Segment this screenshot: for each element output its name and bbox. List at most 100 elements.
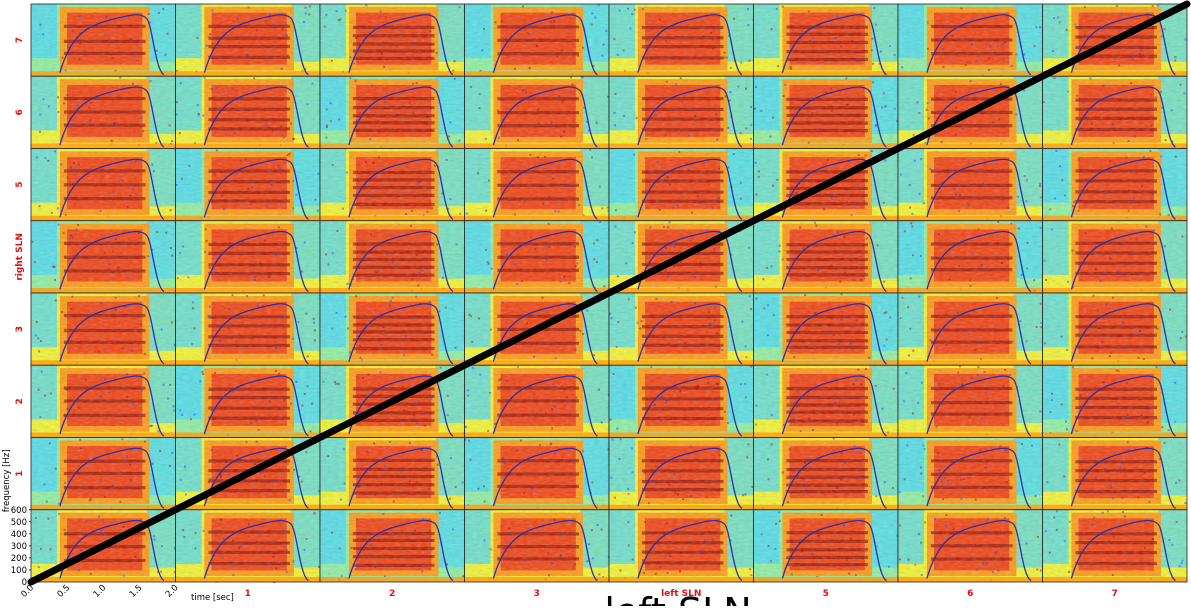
f0-contour-line xyxy=(59,303,165,365)
spectrogram-cell xyxy=(608,509,754,583)
spectrogram-cell xyxy=(753,75,899,150)
y-tick-label: 0 xyxy=(22,578,27,588)
f0-contour-line xyxy=(59,519,165,582)
spectrogram-cell xyxy=(464,364,610,438)
f0-contour-line xyxy=(492,447,598,509)
spectrogram-cell xyxy=(464,148,611,222)
f0-contour-line xyxy=(492,303,598,365)
spectrogram-cell xyxy=(753,364,899,440)
spectrogram-cell xyxy=(319,148,465,222)
column-label: 5 xyxy=(823,589,829,599)
column-label: 3 xyxy=(534,589,540,599)
spectrogram-cell xyxy=(753,3,899,77)
spectrogram-cell xyxy=(464,75,610,149)
f0-contour-line xyxy=(203,375,309,437)
spectrogram-cell xyxy=(1042,220,1188,294)
x-tick-label: 1.0 xyxy=(92,583,109,600)
f0-contour-line xyxy=(926,519,1032,582)
row-label: 2 xyxy=(15,398,25,404)
spectrogram-cell xyxy=(608,437,754,511)
f0-contour-line xyxy=(1070,447,1176,509)
f0-contour-line xyxy=(926,230,1032,293)
spectrogram-cell xyxy=(1042,75,1188,150)
spectrogram-cell xyxy=(319,437,467,512)
f0-contour-line xyxy=(781,303,887,365)
f0-contour-line xyxy=(926,14,1032,76)
y-tick-label: 400 xyxy=(11,530,27,540)
f0-contour-line xyxy=(492,86,598,148)
spectrogram-cell xyxy=(319,75,465,149)
spectrogram-cell xyxy=(319,509,465,583)
spectrogram-cell xyxy=(897,220,1043,294)
spectrogram-cell xyxy=(464,3,610,77)
spectrogram-cell xyxy=(175,148,321,222)
f0-contour-line xyxy=(637,158,743,220)
f0-contour-line xyxy=(348,158,454,220)
f0-contour-line xyxy=(637,519,743,582)
spectrogram-cell xyxy=(464,437,611,512)
f0-contour-line xyxy=(203,303,309,365)
spectrogram-cell xyxy=(30,148,176,222)
diagonal-overlay-line xyxy=(27,0,1191,586)
f0-contour-line xyxy=(781,86,887,148)
row-label: 5 xyxy=(15,181,25,187)
f0-contour-line xyxy=(926,158,1032,220)
spectrogram-cell xyxy=(1042,437,1188,511)
column-label: 7 xyxy=(1112,589,1118,599)
f0-contour-line xyxy=(781,519,887,582)
x-tick-label: 2.0 xyxy=(164,583,181,600)
f0-contour-line xyxy=(926,86,1032,148)
f0-contour-line xyxy=(1070,86,1176,148)
f0-contour-line xyxy=(492,375,598,437)
f0-contour-line xyxy=(492,14,598,76)
f0-contour-line xyxy=(926,375,1032,437)
spectrogram-cell xyxy=(608,3,755,77)
column-label: 2 xyxy=(389,589,395,599)
spectrogram-cell xyxy=(897,3,1044,77)
spectrogram-cell xyxy=(319,3,466,77)
x-tick-label: 1.5 xyxy=(128,583,145,600)
spectrogram-cell xyxy=(175,292,321,366)
f0-contour-line xyxy=(781,158,887,220)
f0-contour-line xyxy=(492,158,598,220)
spectrogram-cell xyxy=(30,292,176,366)
f0-contour-line xyxy=(637,303,743,365)
y-axis-label: frequency [Hz] xyxy=(2,449,12,512)
f0-contour-line xyxy=(59,14,165,76)
spectrogram-cell xyxy=(175,509,321,584)
f0-contour-line xyxy=(1070,375,1176,437)
f0-contour-line xyxy=(1070,230,1176,293)
f0-contour-line xyxy=(781,230,887,293)
spectrogram-cell xyxy=(175,3,321,78)
x-axis-label: time [sec] xyxy=(191,593,234,603)
f0-contour-line xyxy=(1070,519,1176,582)
f0-contour-line xyxy=(59,230,165,293)
column-label: left SLN xyxy=(661,589,701,599)
f0-contour-line xyxy=(203,230,309,293)
f0-contour-line xyxy=(781,375,887,437)
row-label: 1 xyxy=(15,470,25,476)
spectrogram-cell xyxy=(30,3,176,77)
f0-contour-line xyxy=(59,375,165,437)
spectrogram-cell xyxy=(319,220,465,294)
f0-contour-line xyxy=(203,14,309,76)
spectrogram-cell xyxy=(464,220,611,295)
spectrogram-cell xyxy=(897,364,1045,440)
spectrogram-cell xyxy=(1042,148,1188,222)
column-label: 6 xyxy=(967,589,973,599)
f0-contour-line xyxy=(1070,303,1176,365)
y-tick-label: 600 xyxy=(11,506,27,516)
spectrogram-cell xyxy=(30,220,176,294)
row-label: 6 xyxy=(15,109,25,115)
spectrogram-cell xyxy=(608,148,754,222)
row-label: right SLN xyxy=(15,233,25,281)
spectrogram-cell xyxy=(608,364,754,440)
y-tick-label: 500 xyxy=(11,518,27,528)
spectrogram-cell xyxy=(608,75,754,149)
spectrogram-cell xyxy=(30,437,177,511)
f0-contour-line xyxy=(637,447,743,509)
row-label: 3 xyxy=(15,326,25,332)
spectrogram-cell xyxy=(464,509,610,583)
spectrogram-cell xyxy=(1042,292,1188,368)
